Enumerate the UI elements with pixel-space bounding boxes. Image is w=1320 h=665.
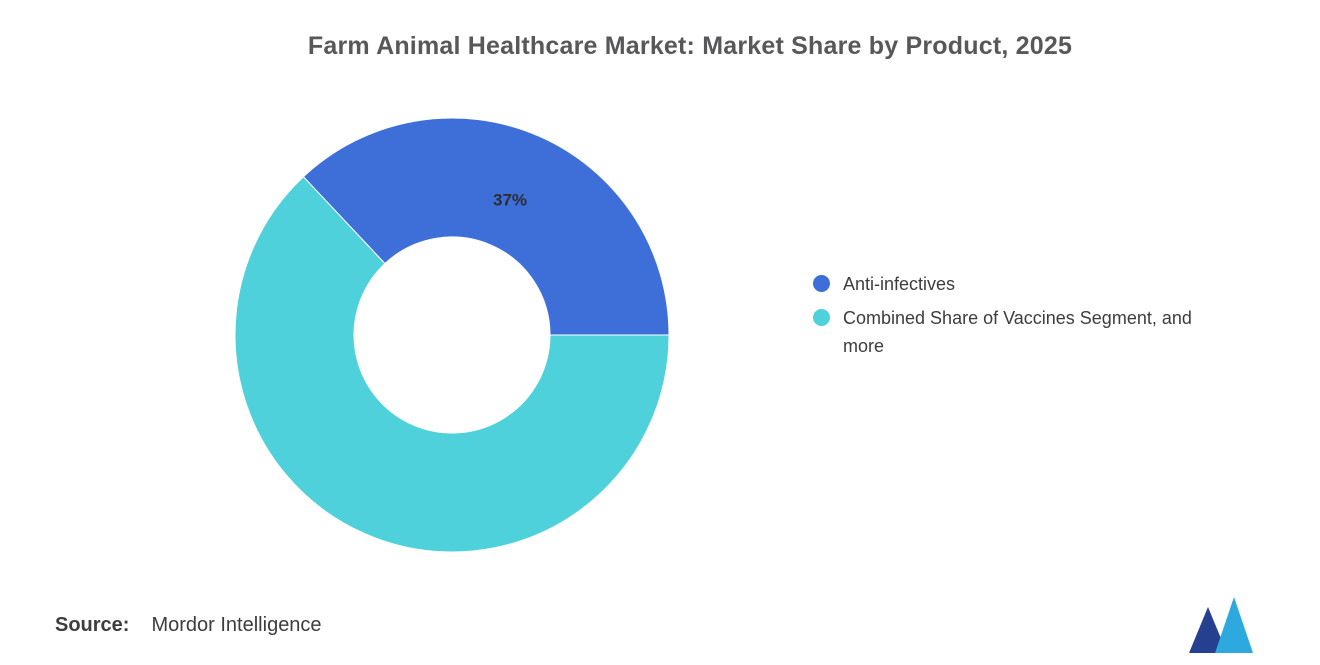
logo-right-peak	[1215, 597, 1253, 653]
logo-left-peak	[1189, 607, 1227, 653]
chart-title: Farm Animal Healthcare Market: Market Sh…	[307, 32, 1073, 60]
legend-item-0[interactable]: Anti-infectives	[813, 270, 1291, 298]
donut-chart: 37%	[234, 117, 670, 553]
source-value: Mordor Intelligence	[151, 614, 322, 636]
chart-legend: Anti-infectives Combined Share of Vaccine…	[813, 270, 1291, 366]
legend-item-label: Combined Share of Vaccines Segment, and …	[843, 308, 1192, 356]
legend-item-1[interactable]: Combined Share of Vaccines Segment, and …	[813, 304, 1291, 360]
legend-dot-icon	[813, 309, 830, 326]
donut-slice-1[interactable]	[234, 176, 670, 553]
mordor-intelligence-logo	[1189, 597, 1253, 653]
legend-dot-icon	[813, 275, 830, 292]
donut-slice-0[interactable]	[302, 117, 670, 336]
legend-item-label: Anti-infectives	[843, 274, 956, 294]
source-line: Source: Mordor Intelligence	[55, 614, 322, 637]
slice-data-label-0: 37%	[493, 190, 527, 209]
source-label: Source:	[55, 614, 130, 636]
